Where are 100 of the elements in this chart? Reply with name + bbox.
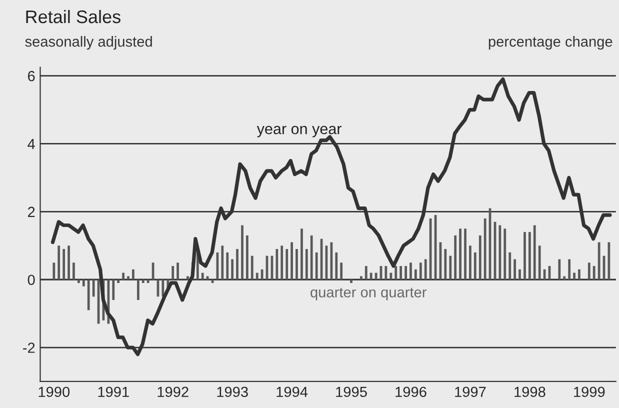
x-tick-label: 1991 [98, 386, 129, 398]
bar [68, 246, 70, 280]
bar [256, 272, 258, 280]
bar [474, 252, 476, 280]
bar [360, 276, 362, 280]
bar [142, 280, 144, 283]
bar [508, 252, 512, 280]
bar [410, 262, 412, 280]
bar [563, 276, 566, 280]
bar [374, 272, 378, 280]
x-tick-label: 1994 [276, 386, 308, 398]
bar [172, 266, 174, 280]
bar [92, 280, 95, 297]
annotation: quarter on quarter [310, 288, 426, 300]
bar [117, 280, 120, 283]
bar [82, 280, 85, 286]
bar [459, 228, 462, 280]
y-tick-label: -2 [23, 342, 35, 353]
x-tick-label: 1990 [38, 386, 70, 398]
bar [201, 272, 204, 280]
bar [568, 259, 571, 280]
bar [305, 249, 308, 280]
bar [290, 242, 293, 280]
bar [300, 228, 303, 280]
y-tick-label: 2 [28, 206, 35, 217]
bar [504, 228, 506, 280]
annotation: year on year [256, 126, 342, 138]
x-tick-label: 1995 [336, 386, 367, 398]
x-tick-label: 1993 [217, 386, 248, 398]
bar [162, 280, 164, 297]
bar [478, 235, 482, 280]
chart-title: Retail Sales [26, 10, 120, 24]
x-tick-label: 1997 [455, 386, 486, 398]
bar [592, 266, 596, 280]
bar [394, 266, 398, 280]
y-tick-label: 4 [28, 138, 35, 150]
bar [370, 272, 372, 280]
bar [538, 246, 541, 280]
bar [72, 262, 75, 280]
bar [598, 242, 600, 280]
bar [524, 232, 526, 280]
x-tick-label: 1992 [158, 386, 188, 398]
bar [335, 252, 338, 280]
bar [404, 266, 407, 280]
x-tick-label: 1996 [396, 386, 426, 398]
bar [127, 276, 130, 280]
bar [514, 259, 516, 280]
bar [364, 266, 368, 280]
bar [390, 272, 392, 280]
bar [246, 235, 248, 280]
bar [464, 228, 466, 280]
bar [241, 225, 244, 280]
bar [122, 272, 125, 280]
bar [469, 246, 472, 280]
chart-subtitle: seasonally adjusted [25, 36, 152, 50]
bar [414, 269, 417, 280]
bar [419, 262, 422, 280]
bar [533, 225, 536, 280]
bar [221, 246, 224, 280]
bar [250, 256, 254, 280]
bar [280, 246, 284, 280]
bar [132, 269, 134, 280]
bar [310, 235, 313, 280]
bar [528, 232, 531, 280]
bar [578, 269, 580, 280]
bar [112, 280, 115, 300]
y-tick-label: 6 [28, 70, 35, 82]
bar [384, 266, 388, 280]
bar [286, 249, 288, 280]
x-tick-label: 1998 [514, 386, 546, 398]
bar [449, 256, 452, 280]
bar [400, 266, 402, 280]
bar [78, 280, 80, 283]
bar [484, 218, 486, 280]
bar [454, 235, 457, 280]
bar [231, 259, 234, 280]
bar [58, 246, 60, 280]
bar [276, 249, 278, 280]
bar [588, 262, 590, 280]
bar [296, 249, 298, 280]
bar [52, 262, 56, 280]
bar [350, 280, 352, 283]
bar [340, 262, 343, 280]
bar [498, 225, 502, 280]
bar [573, 272, 576, 280]
bar [558, 259, 561, 280]
x-tick-label: 1999 [574, 386, 605, 398]
bar [136, 280, 140, 300]
bar [315, 252, 318, 280]
bar [236, 249, 238, 280]
bar [444, 249, 447, 280]
bar [176, 262, 179, 280]
bar [87, 280, 90, 310]
bar [62, 249, 66, 280]
bar [226, 252, 229, 280]
bar [186, 276, 189, 280]
y-tick-label: 0 [28, 274, 35, 286]
bar [518, 269, 521, 280]
bar [424, 259, 427, 280]
y-axis-title: percentage change [488, 36, 612, 50]
